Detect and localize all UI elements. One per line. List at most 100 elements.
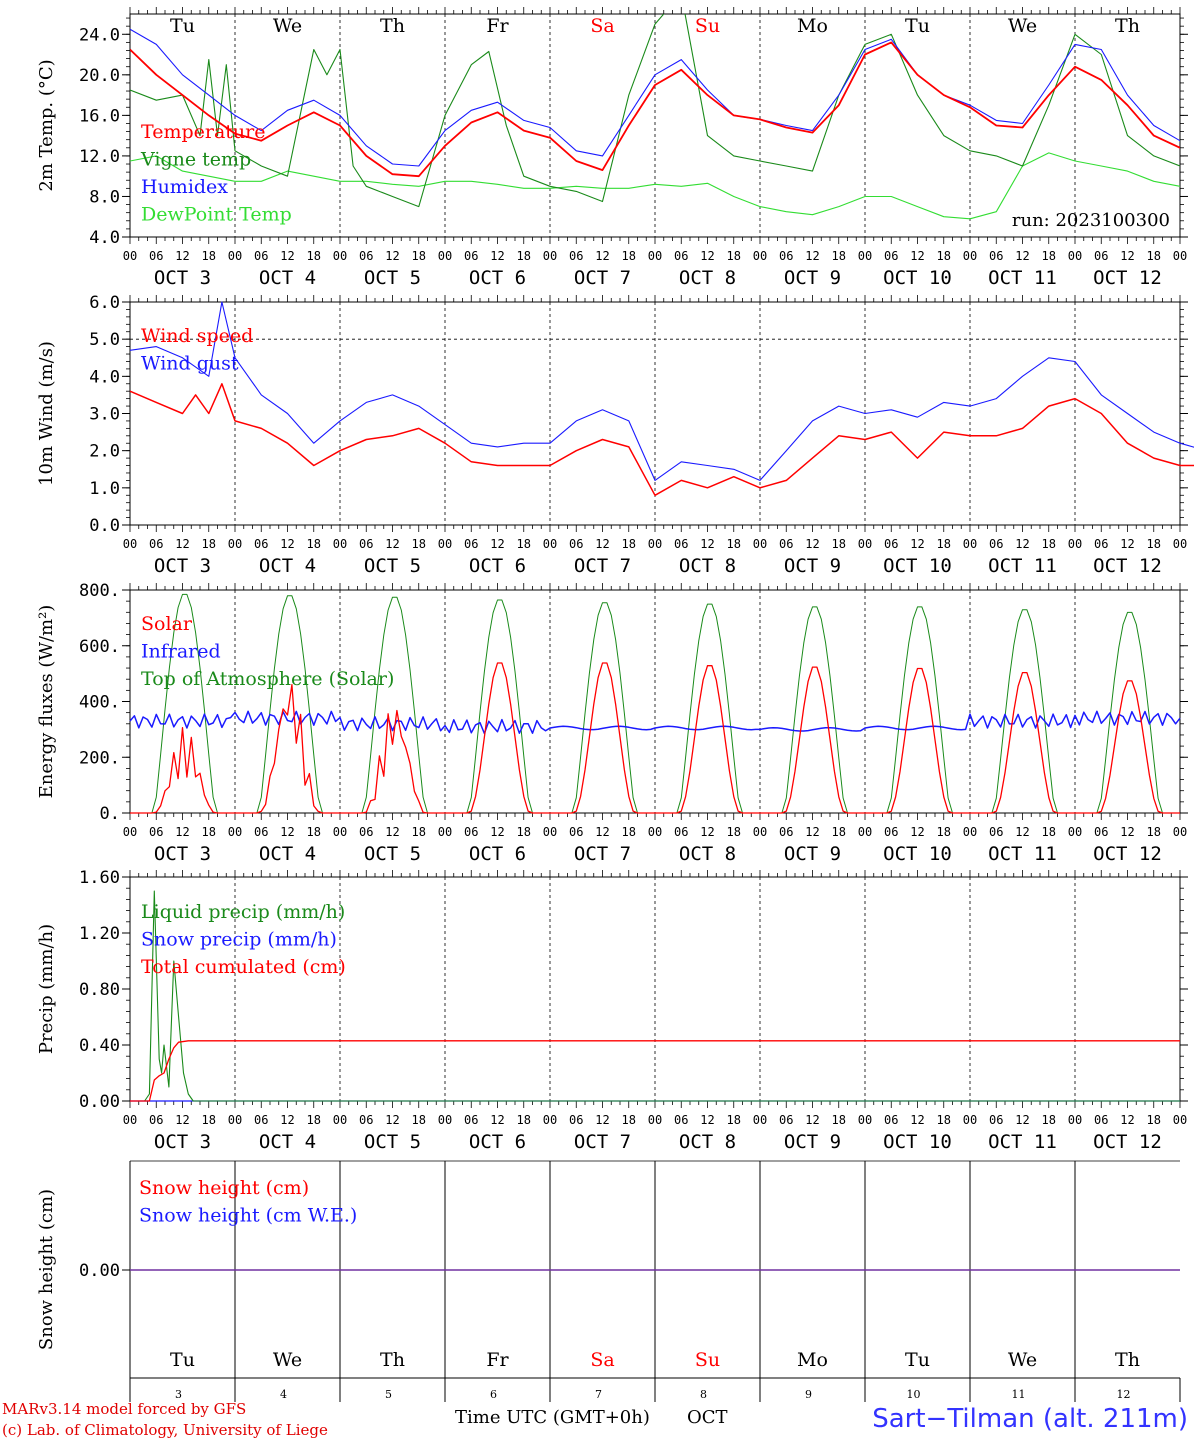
hour-tick-label: 00 bbox=[333, 537, 347, 551]
hour-tick-label: 18 bbox=[1147, 1113, 1161, 1127]
hour-tick-label: 18 bbox=[832, 825, 846, 839]
legend-entry: Total cumulated (cm) bbox=[141, 956, 346, 978]
hour-tick-label: 06 bbox=[1094, 537, 1108, 551]
weekday-label: Sa bbox=[590, 15, 614, 37]
date-label: OCT 7 bbox=[574, 555, 631, 577]
date-label: OCT 7 bbox=[574, 843, 631, 865]
hour-tick-label: 12 bbox=[595, 249, 609, 263]
hour-tick-label: 06 bbox=[989, 537, 1003, 551]
date-label: OCT 3 bbox=[154, 555, 211, 577]
hour-tick-label: 12 bbox=[175, 249, 189, 263]
hour-tick-label: 00 bbox=[228, 537, 242, 551]
hour-tick-label: 06 bbox=[359, 537, 373, 551]
weekday-label: We bbox=[273, 15, 302, 37]
hour-tick-label: 12 bbox=[175, 1113, 189, 1127]
date-label: OCT 11 bbox=[988, 267, 1057, 289]
hour-tick-label: 06 bbox=[884, 249, 898, 263]
hour-tick-label: 18 bbox=[622, 825, 636, 839]
hour-tick-label: 06 bbox=[254, 537, 268, 551]
legend-entry: Snow precip (mm/h) bbox=[141, 929, 337, 951]
hour-tick-label: 00 bbox=[1173, 249, 1187, 263]
hour-tick-label: 12 bbox=[595, 825, 609, 839]
date-label: OCT 8 bbox=[679, 843, 736, 865]
hour-tick-label: 06 bbox=[989, 249, 1003, 263]
hour-tick-label: 06 bbox=[464, 537, 478, 551]
hour-tick-label: 00 bbox=[438, 1113, 452, 1127]
hour-tick-label: 00 bbox=[333, 825, 347, 839]
hour-tick-label: 12 bbox=[1120, 825, 1134, 839]
hour-tick-label: 18 bbox=[202, 1113, 216, 1127]
y-tick-label: 1.20 bbox=[79, 924, 120, 944]
hour-tick-label: 12 bbox=[385, 1113, 399, 1127]
hour-tick-label: 06 bbox=[149, 249, 163, 263]
weekday-label: Su bbox=[695, 1349, 720, 1371]
date-label: OCT 8 bbox=[679, 555, 736, 577]
hour-tick-label: 06 bbox=[779, 825, 793, 839]
legend-entry: Infrared bbox=[141, 641, 221, 663]
hour-tick-label: 00 bbox=[648, 249, 662, 263]
weekday-label: Tu bbox=[905, 1349, 930, 1371]
hour-tick-label: 12 bbox=[805, 825, 819, 839]
y-axis-label: 10m Wind (m/s) bbox=[36, 341, 57, 486]
legend-entry: Humidex bbox=[141, 176, 228, 198]
hour-tick-label: 18 bbox=[412, 1113, 426, 1127]
hour-tick-label: 00 bbox=[1173, 1113, 1187, 1127]
y-tick-label: 0.00 bbox=[79, 1261, 120, 1281]
hour-tick-label: 18 bbox=[622, 249, 636, 263]
weekday-label: We bbox=[1008, 15, 1037, 37]
date-label: OCT 9 bbox=[784, 843, 841, 865]
hour-tick-label: 00 bbox=[123, 825, 137, 839]
hour-tick-label: 00 bbox=[543, 537, 557, 551]
hour-tick-label: 18 bbox=[832, 249, 846, 263]
y-tick-label: 400. bbox=[79, 693, 120, 713]
lab-credit-line: (c) Lab. of Climatology, University of L… bbox=[2, 1421, 328, 1439]
date-label: OCT 12 bbox=[1093, 1131, 1162, 1153]
hour-tick-label: 00 bbox=[228, 249, 242, 263]
hour-tick-label: 00 bbox=[1068, 825, 1082, 839]
hour-tick-label: 00 bbox=[963, 825, 977, 839]
series-line-solar bbox=[130, 662, 1180, 814]
hour-tick-label: 00 bbox=[648, 1113, 662, 1127]
hour-tick-label: 06 bbox=[884, 537, 898, 551]
hour-tick-label: 18 bbox=[307, 537, 321, 551]
date-label: OCT 12 bbox=[1093, 843, 1162, 865]
y-tick-label: 6.0 bbox=[89, 293, 120, 313]
hour-tick-label: 12 bbox=[700, 249, 714, 263]
date-label: OCT 10 bbox=[883, 1131, 952, 1153]
date-label: OCT 10 bbox=[883, 843, 952, 865]
y-tick-label: 1.60 bbox=[79, 868, 120, 888]
y-tick-label: 12.0 bbox=[79, 147, 120, 167]
weekday-label: Th bbox=[1115, 15, 1140, 37]
hour-tick-label: 06 bbox=[674, 249, 688, 263]
model-credit-line: MARv3.14 model forced by GFS bbox=[2, 1400, 246, 1418]
hour-tick-label: 12 bbox=[1120, 537, 1134, 551]
hour-tick-label: 18 bbox=[832, 537, 846, 551]
hour-tick-label: 00 bbox=[333, 249, 347, 263]
day-number-label: 9 bbox=[805, 1388, 812, 1401]
y-tick-label: 4.0 bbox=[89, 228, 120, 248]
hour-tick-label: 12 bbox=[910, 249, 924, 263]
day-number-label: 8 bbox=[700, 1388, 707, 1401]
hour-tick-label: 00 bbox=[858, 249, 872, 263]
legend-entry: Snow height (cm) bbox=[139, 1177, 309, 1199]
y-tick-label: 800. bbox=[79, 581, 120, 601]
day-number-label: 6 bbox=[490, 1388, 497, 1401]
hour-tick-label: 00 bbox=[753, 249, 767, 263]
panel-frame bbox=[129, 589, 1181, 814]
y-tick-label: 0.80 bbox=[79, 980, 120, 1000]
y-tick-label: 20.0 bbox=[79, 66, 120, 86]
hour-tick-label: 06 bbox=[674, 537, 688, 551]
hour-tick-label: 06 bbox=[779, 537, 793, 551]
day-number-label: 7 bbox=[595, 1388, 602, 1401]
hour-tick-label: 12 bbox=[385, 249, 399, 263]
time-axis-label: Time UTC (GMT+0h) bbox=[455, 1407, 650, 1428]
legend-entry: Temperature bbox=[141, 121, 265, 143]
hour-tick-label: 12 bbox=[700, 537, 714, 551]
panel-5: 0.00 Snow height (cm) Snow height (cm) Snow… bbox=[36, 1160, 1181, 1402]
series-line-vigne-temp bbox=[130, 14, 1180, 208]
y-tick-label: 2.0 bbox=[89, 442, 120, 462]
y-tick-label: 200. bbox=[79, 748, 120, 768]
series-line-wind-speed bbox=[129, 383, 1194, 497]
date-label: OCT 9 bbox=[784, 555, 841, 577]
day-number-label: 12 bbox=[1117, 1388, 1131, 1401]
